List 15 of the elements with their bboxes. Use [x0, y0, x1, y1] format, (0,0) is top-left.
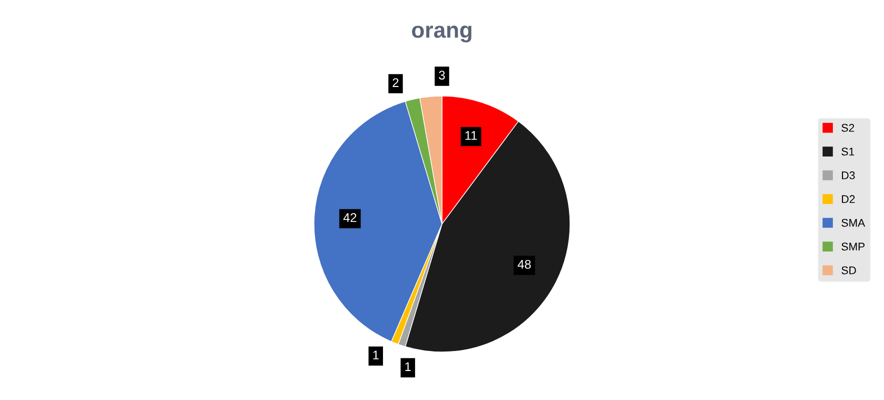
- legend-label: SD: [842, 266, 856, 274]
- legend-label: D2: [842, 195, 855, 203]
- data-label: 3: [438, 70, 445, 80]
- data-label: 1: [373, 350, 379, 360]
- legend-label: SMA: [842, 218, 866, 227]
- legend-label: S1: [842, 148, 854, 156]
- data-label: 2: [392, 78, 398, 87]
- chart-title: orang: [412, 26, 472, 42]
- data-label: 1: [405, 362, 411, 371]
- legend-label: SMP: [842, 242, 865, 251]
- data-label: 11: [465, 131, 477, 140]
- legend-label: D3: [842, 171, 855, 180]
- data-label: 48: [518, 260, 531, 269]
- legend-label: S2: [842, 124, 854, 132]
- data-label: 42: [343, 213, 356, 222]
